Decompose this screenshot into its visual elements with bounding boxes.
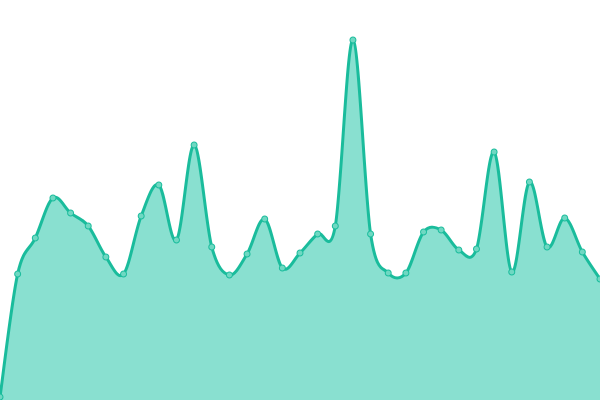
data-point-15 — [261, 215, 269, 223]
data-point-5 — [84, 222, 92, 230]
data-point-27 — [472, 245, 480, 253]
data-point-22 — [384, 269, 392, 277]
data-point-14 — [243, 250, 251, 258]
data-point-8 — [137, 212, 145, 220]
data-point-18 — [314, 230, 322, 238]
data-point-29 — [508, 268, 516, 276]
data-point-26 — [455, 246, 463, 254]
data-point-17 — [296, 249, 304, 257]
data-point-24 — [420, 228, 428, 236]
data-point-11 — [190, 141, 198, 149]
data-point-13 — [225, 271, 233, 279]
data-points — [0, 36, 600, 400]
data-point-9 — [155, 181, 163, 189]
data-point-32 — [561, 214, 569, 222]
data-point-16 — [278, 264, 286, 272]
data-point-34 — [596, 275, 600, 283]
data-point-23 — [402, 269, 410, 277]
data-point-28 — [490, 148, 498, 156]
data-point-21 — [367, 230, 375, 238]
data-point-0 — [0, 393, 4, 400]
data-point-30 — [525, 178, 533, 186]
data-point-4 — [67, 209, 75, 217]
data-point-6 — [102, 253, 110, 261]
data-point-31 — [543, 243, 551, 251]
data-point-7 — [120, 270, 128, 278]
data-point-2 — [31, 234, 39, 242]
data-point-33 — [578, 248, 586, 256]
data-point-1 — [14, 270, 22, 278]
data-point-3 — [49, 194, 57, 202]
data-point-20 — [349, 36, 357, 44]
area-fill — [0, 39, 600, 400]
data-point-19 — [331, 222, 339, 230]
data-point-10 — [172, 236, 180, 244]
data-point-25 — [437, 226, 445, 234]
data-point-12 — [208, 243, 216, 251]
